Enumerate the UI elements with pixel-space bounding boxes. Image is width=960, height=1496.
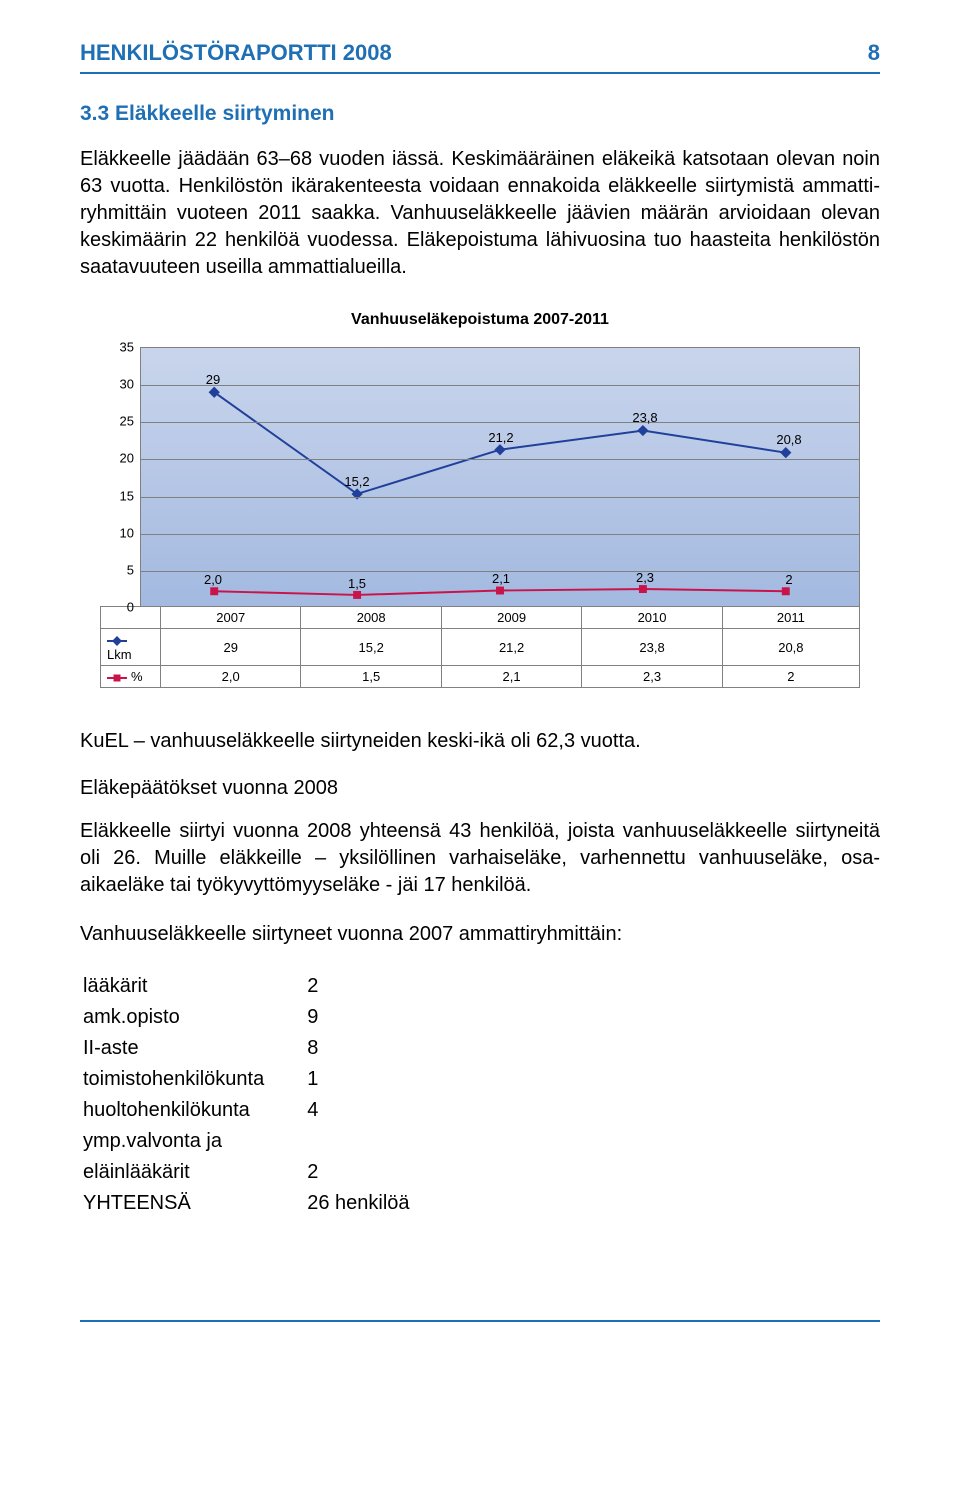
breakdown-row: eläinlääkärit2 (82, 1158, 450, 1187)
chart-point-label: 23,8 (632, 410, 657, 425)
table-row-header: % (101, 666, 161, 688)
table-year-header: 2011 (722, 607, 859, 629)
chart-container: Vanhuuseläkepoistuma 2007-2011 051015202… (80, 311, 880, 688)
table-year-header: 2008 (301, 607, 441, 629)
breakdown-label: eläinlääkärit (82, 1158, 304, 1187)
table-cell: 2 (722, 666, 859, 688)
chart-point-label: 20,8 (776, 432, 801, 447)
chart-marker (210, 587, 218, 595)
breakdown-row: toimistohenkilökunta1 (82, 1065, 450, 1094)
breakdown-label: huoltohenkilökunta (82, 1096, 304, 1125)
breakdown-label: amk.opisto (82, 1003, 304, 1032)
chart-plot-area: 29 15,2 21,2 23,8 20,8 2,0 1,5 2,1 2,3 2 (140, 347, 860, 607)
breakdown-table: lääkärit2amk.opisto9II-aste8toimistohenk… (80, 970, 452, 1220)
chart-point-label: 29 (206, 372, 220, 387)
breakdown-value: 2 (306, 972, 449, 1001)
chart-point-label: 2 (785, 572, 792, 587)
table-cell: 1,5 (301, 666, 441, 688)
chart-title: Vanhuuseläkepoistuma 2007-2011 (80, 311, 880, 329)
breakdown-label: ymp.valvonta ja (82, 1127, 304, 1156)
chart-point-label: 2,0 (204, 572, 222, 587)
chart-point-label: 2,3 (636, 570, 654, 585)
chart-marker (639, 585, 647, 593)
page: HENKILÖSTÖRAPORTTI 2008 8 3.3 Eläkkeelle… (0, 0, 960, 1280)
breakdown-row: lääkärit2 (82, 972, 450, 1001)
chart-marker (494, 444, 505, 455)
intro-paragraph: Eläkkeelle jäädään 63–68 vuoden iässä. K… (80, 146, 880, 281)
page-header: HENKILÖSTÖRAPORTTI 2008 8 (80, 40, 880, 74)
breakdown-label: toimistohenkilökunta (82, 1065, 304, 1094)
page-number: 8 (868, 40, 880, 66)
table-row: %2,01,52,12,32 (101, 666, 860, 688)
breakdown-value: 4 (306, 1096, 449, 1125)
chart-data-table: 20072008200920102011Lkm2915,221,223,820,… (100, 606, 860, 688)
breakdown-label: II-aste (82, 1034, 304, 1063)
breakdown-value: 9 (306, 1003, 449, 1032)
breakdown-value: 1 (306, 1065, 449, 1094)
y-tick-label: 35 (120, 340, 134, 355)
y-tick-label: 5 (127, 562, 134, 577)
y-tick-label: 20 (120, 451, 134, 466)
breakdown-row: YHTEENSÄ26 henkilöä (82, 1189, 450, 1218)
breakdown-row: amk.opisto9 (82, 1003, 450, 1032)
chart-box: 05101520253035 2915,221,223,820,82,01,52… (100, 347, 860, 688)
chart-marker (637, 425, 648, 436)
y-tick-label: 10 (120, 525, 134, 540)
chart-point-label: 1,5 (348, 576, 366, 591)
paragraph-2: Eläkkeelle siirtyi vuonna 2008 yhteensä … (80, 818, 880, 899)
table-cell: 2,1 (441, 666, 581, 688)
table-corner (101, 607, 161, 629)
y-tick-label: 25 (120, 414, 134, 429)
chart-marker (780, 447, 791, 458)
sub-heading: Eläkepäätökset vuonna 2008 (80, 777, 880, 800)
chart-marker (782, 587, 790, 595)
breakdown-value: 8 (306, 1034, 449, 1063)
breakdown-heading: Vanhuuseläkkeelle siirtyneet vuonna 2007… (80, 921, 880, 948)
table-row: Lkm2915,221,223,820,8 (101, 629, 860, 666)
breakdown-row: huoltohenkilökunta4 (82, 1096, 450, 1125)
breakdown-value (306, 1127, 449, 1156)
table-cell: 15,2 (301, 629, 441, 666)
table-year-header: 2010 (582, 607, 722, 629)
grid-line (141, 385, 859, 386)
grid-line (141, 534, 859, 535)
table-year-header: 2009 (441, 607, 581, 629)
breakdown-value: 2 (306, 1158, 449, 1187)
y-tick-label: 15 (120, 488, 134, 503)
chart-point-label: 2,1 (492, 571, 510, 586)
kuel-line: KuEL – vanhuuseläkkeelle siirtyneiden ke… (80, 728, 880, 755)
chart-marker (496, 587, 504, 595)
table-cell: 20,8 (722, 629, 859, 666)
chart-marker (353, 591, 361, 599)
table-cell: 21,2 (441, 629, 581, 666)
table-cell: 23,8 (582, 629, 722, 666)
breakdown-value: 26 henkilöä (306, 1189, 449, 1218)
breakdown-label: lääkärit (82, 972, 304, 1001)
breakdown-label: YHTEENSÄ (82, 1189, 304, 1218)
table-year-header: 2007 (161, 607, 301, 629)
chart-point-label: 21,2 (488, 430, 513, 445)
grid-line (141, 497, 859, 498)
grid-line (141, 459, 859, 460)
section-heading: 3.3 Eläkkeelle siirtyminen (80, 102, 880, 126)
y-tick-label: 30 (120, 377, 134, 392)
breakdown-row: ymp.valvonta ja (82, 1127, 450, 1156)
table-cell: 2,3 (582, 666, 722, 688)
table-cell: 29 (161, 629, 301, 666)
breakdown-row: II-aste8 (82, 1034, 450, 1063)
table-cell: 2,0 (161, 666, 301, 688)
chart-point-label: 15,2 (344, 474, 369, 489)
chart-y-axis: 05101520253035 (100, 347, 140, 607)
grid-line (141, 422, 859, 423)
doc-title: HENKILÖSTÖRAPORTTI 2008 (80, 40, 392, 66)
table-row-header: Lkm (101, 629, 161, 666)
footer-rule (80, 1320, 880, 1322)
chart-svg (141, 348, 859, 606)
